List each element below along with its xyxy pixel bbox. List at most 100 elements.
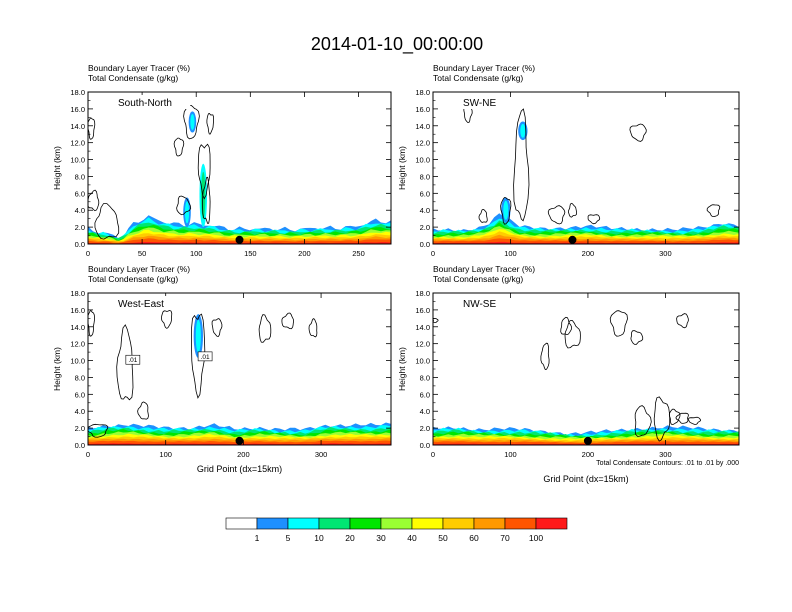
y-tick-label: 4.0	[75, 206, 85, 215]
x-axis-label: Grid Point (dx=15km)	[543, 474, 628, 484]
colorbar-swatch	[504, 517, 537, 530]
x-tick-label: 100	[190, 249, 203, 258]
y-tick-label: 10.0	[70, 156, 85, 165]
y-tick-label: 10.0	[70, 357, 85, 366]
condensate-contour	[94, 203, 120, 240]
plot-frame	[432, 292, 740, 446]
y-tick-label: 12.0	[415, 139, 430, 148]
panel-title-line: Total Condensate (g/kg)	[88, 73, 178, 83]
panel-south-north: Boundary Layer Tracer (%)Total Condensat…	[52, 63, 392, 258]
condensate-contour	[88, 310, 96, 337]
x-tick-label: 100	[159, 450, 172, 459]
panel-title-line: Total Condensate (g/kg)	[433, 73, 523, 83]
colorbar-label: 10	[314, 533, 324, 543]
condensate-contour	[568, 202, 578, 218]
plot-frame	[432, 91, 740, 245]
panel-name: NW-SE	[463, 299, 496, 310]
y-tick-label: 0.0	[75, 240, 85, 249]
panel-title-line: Boundary Layer Tracer (%)	[88, 264, 190, 274]
condensate-contour	[500, 196, 512, 225]
condensate-contour	[629, 123, 647, 142]
colorbar-swatch	[535, 517, 568, 530]
x-tick-label: 0	[431, 249, 435, 258]
contour-label-box	[197, 351, 213, 362]
condensate-contour	[634, 405, 652, 437]
panel-title-line: Total Condensate (g/kg)	[433, 274, 523, 284]
colorbar-swatch	[225, 517, 258, 530]
panel-title-line: Boundary Layer Tracer (%)	[433, 63, 535, 73]
condensate-contour	[547, 205, 566, 225]
x-tick-label: 200	[582, 450, 595, 459]
panel-title-line: Boundary Layer Tracer (%)	[88, 63, 190, 73]
condensate-contour	[176, 195, 192, 216]
condensate-contour	[88, 189, 100, 212]
tracer-plume-core	[520, 123, 526, 138]
colorbar-label: 100	[529, 533, 543, 543]
tracer-plume-core	[201, 171, 206, 220]
plot-area	[88, 104, 391, 244]
tracer-plume-core	[184, 201, 190, 224]
colorbar-swatch	[256, 517, 289, 530]
y-tick-label: 0.0	[75, 441, 85, 450]
y-tick-label: 8.0	[75, 373, 85, 382]
tracer-level-10	[433, 241, 739, 244]
colorbar-swatch	[473, 517, 506, 530]
x-tick-label: 200	[237, 450, 250, 459]
condensate-contour	[630, 330, 644, 345]
contour-label: .01	[201, 354, 210, 361]
colorbar-swatch	[411, 517, 444, 530]
contour-footnote: Total Condensate Contours: .01 to .01 by…	[596, 460, 739, 467]
y-tick-label: 12.0	[70, 139, 85, 148]
condensate-contour	[88, 117, 96, 140]
y-tick-label: 6.0	[420, 390, 430, 399]
colorbar-label: 20	[345, 533, 355, 543]
panel-sw-ne: Boundary Layer Tracer (%)Total Condensat…	[397, 63, 740, 258]
condensate-contour	[668, 408, 681, 426]
x-axis-label: Grid Point (dx=15km)	[197, 464, 282, 474]
x-tick-label: 0	[86, 450, 90, 459]
panel-name: West-East	[118, 299, 164, 310]
condensate-contour	[197, 143, 211, 200]
plot-frame	[87, 91, 392, 245]
panel-name: SW-NE	[463, 98, 496, 109]
x-tick-label: 300	[315, 450, 328, 459]
panel-name-bg	[459, 95, 498, 109]
y-tick-label: 8.0	[420, 373, 430, 382]
y-tick-label: 2.0	[75, 223, 85, 232]
y-tick-label: 6.0	[420, 189, 430, 198]
condensate-contour	[540, 342, 550, 371]
condensate-contour	[173, 137, 185, 157]
panel-title-line: Total Condensate (g/kg)	[88, 274, 178, 284]
condensate-contour	[190, 313, 206, 399]
condensate-contour	[88, 423, 109, 438]
y-tick-label: 12.0	[415, 340, 430, 349]
x-tick-label: 0	[431, 450, 435, 459]
plot-frame	[87, 292, 392, 446]
y-tick-label: 16.0	[70, 306, 85, 315]
y-tick-label: 18.0	[70, 289, 85, 298]
condensate-contour	[183, 104, 200, 140]
colorbar-label: 70	[500, 533, 510, 543]
plot-area	[433, 310, 739, 445]
y-tick-label: 14.0	[415, 323, 430, 332]
y-tick-label: 0.0	[420, 441, 430, 450]
y-tick-label: 2.0	[420, 223, 430, 232]
panel-name: South-North	[118, 98, 172, 109]
y-tick-label: 2.0	[420, 424, 430, 433]
colorbar-label: 1	[255, 533, 260, 543]
y-tick-label: 4.0	[75, 407, 85, 416]
condensate-contour	[675, 412, 689, 424]
condensate-contour	[688, 416, 702, 425]
condensate-contour	[513, 108, 530, 222]
condensate-contour	[137, 401, 149, 420]
condensate-contour	[706, 204, 721, 218]
x-tick-label: 100	[504, 450, 517, 459]
panel-west-east: Boundary Layer Tracer (%)Total Condensat…	[52, 264, 392, 474]
colorbar-label: 40	[407, 533, 417, 543]
y-tick-label: 14.0	[70, 122, 85, 131]
contour-label: .01	[128, 357, 137, 364]
condensate-contour	[211, 318, 223, 337]
y-tick-label: 0.0	[420, 240, 430, 249]
contour-label-box	[125, 354, 141, 365]
